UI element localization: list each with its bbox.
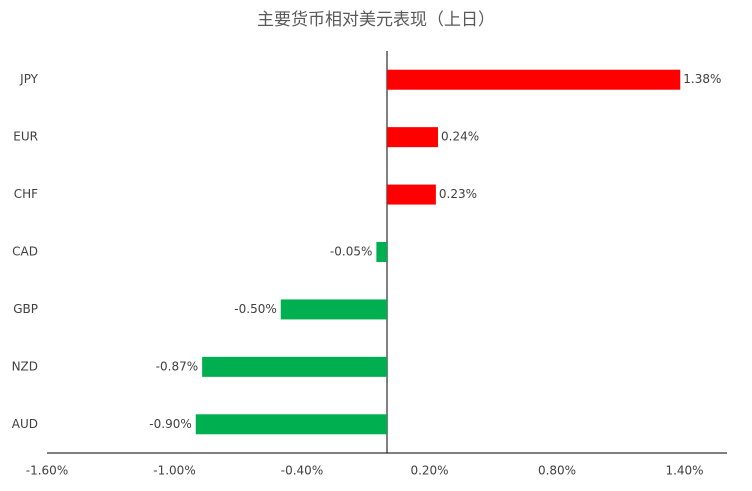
bar — [376, 242, 387, 262]
bar — [387, 184, 436, 205]
data-label: -0.05% — [330, 245, 372, 259]
data-label: -0.50% — [234, 302, 276, 316]
y-tick-label: GBP — [13, 302, 38, 316]
chart-title: 主要货币相对美元表现（上日） — [257, 10, 495, 30]
y-tick-label: AUD — [12, 417, 38, 431]
y-tick-label: CAD — [12, 245, 38, 259]
bar — [202, 356, 387, 377]
bar — [387, 69, 681, 90]
data-label: 0.24% — [441, 130, 479, 144]
data-label: -0.90% — [149, 417, 191, 431]
data-label: 0.23% — [439, 187, 477, 201]
y-tick-label: CHF — [14, 187, 38, 201]
x-tick-label: -1.00% — [153, 464, 195, 478]
y-tick-label: NZD — [12, 359, 38, 373]
bar — [280, 299, 387, 320]
data-label: -0.87% — [156, 359, 198, 373]
x-tick-label: 0.20% — [410, 464, 448, 478]
x-tick-label: 0.80% — [538, 464, 576, 478]
y-tick-label: EUR — [13, 130, 38, 144]
bar — [387, 127, 438, 148]
x-tick-label: -1.60% — [26, 464, 68, 478]
x-tick-label: -0.40% — [281, 464, 323, 478]
x-tick-label: 1.40% — [665, 464, 703, 478]
y-tick-label: JPY — [19, 72, 39, 86]
data-label: 1.38% — [683, 72, 721, 86]
bar — [195, 414, 387, 435]
